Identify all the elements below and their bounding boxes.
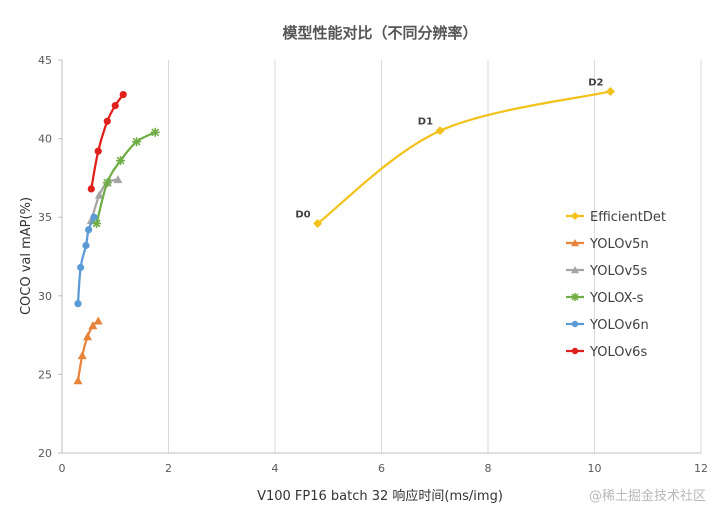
data-point — [150, 127, 160, 137]
y-tick-label: 25 — [38, 368, 52, 381]
x-tick-label: 12 — [694, 462, 708, 475]
x-tick-label: 8 — [485, 462, 492, 475]
point-label: D2 — [588, 77, 603, 88]
series-yolox-s — [92, 127, 160, 228]
legend: EfficientDet YOLOv5n YOLOv5s YOLOX-s YOLOv6n… — [566, 210, 666, 360]
series-efficientdet: D0 D1 D2 — [295, 77, 615, 228]
axes: 0 2 4 6 8 10 12 20 25 30 35 40 45 — [38, 54, 708, 475]
data-point — [77, 351, 87, 360]
series-yolov6s — [87, 90, 127, 193]
data-point — [571, 266, 579, 274]
legend-item: YOLOX-s — [566, 291, 644, 306]
data-point — [435, 126, 445, 136]
y-tick-label: 45 — [38, 54, 52, 67]
data-point — [111, 101, 119, 110]
data-point — [73, 376, 83, 385]
legend-label: YOLOv6n — [589, 318, 649, 333]
series: D0 D1 D2 — [73, 77, 615, 385]
y-tick-label: 30 — [38, 290, 52, 303]
legend-item: YOLOv5s — [566, 264, 647, 279]
series-line — [76, 320, 99, 381]
series-line — [95, 131, 156, 224]
x-tick-label: 10 — [588, 462, 602, 475]
data-point — [119, 90, 127, 99]
legend-label: EfficientDet — [590, 210, 666, 225]
y-tick-label: 35 — [38, 211, 52, 224]
point-label: D0 — [295, 209, 310, 220]
data-point — [313, 218, 323, 228]
data-point — [74, 300, 82, 308]
data-point — [571, 347, 579, 355]
data-point — [94, 190, 104, 199]
data-point — [92, 218, 102, 228]
x-tick-label: 4 — [272, 462, 279, 475]
data-point — [83, 332, 93, 341]
data-point — [87, 185, 95, 193]
data-point — [113, 174, 123, 184]
series-yolov5n — [73, 316, 103, 385]
data-point — [77, 263, 85, 272]
data-point — [102, 178, 112, 188]
data-point — [605, 86, 615, 96]
series-line — [90, 93, 125, 190]
chart-title: 模型性能对比（不同分辨率） — [282, 24, 477, 42]
data-point — [571, 212, 579, 220]
legend-label: YOLOX-s — [589, 291, 644, 306]
data-point — [82, 241, 90, 250]
x-axis-label: V100 FP16 batch 32 响应时间(ms/img) — [257, 488, 503, 504]
data-point — [88, 321, 98, 330]
data-point — [103, 117, 111, 125]
data-point — [90, 213, 98, 221]
data-point — [571, 239, 579, 247]
y-axis-label: COCO val mAP(%) — [19, 197, 34, 315]
watermark: @稀土掘金技术社区 — [589, 488, 706, 504]
legend-item: YOLOv6s — [566, 345, 647, 360]
series-yolov6n — [74, 213, 98, 308]
legend-item: YOLOv6n — [566, 318, 649, 333]
series-line — [90, 178, 119, 221]
legend-label: YOLOv5n — [589, 237, 649, 252]
data-point — [132, 137, 142, 147]
x-tick-label: 0 — [59, 462, 66, 475]
legend-item: EfficientDet — [566, 210, 666, 225]
legend-label: YOLOv5s — [589, 264, 647, 279]
series-line — [316, 90, 611, 225]
legend-item: YOLOv5n — [566, 237, 649, 252]
legend-label: YOLOv6s — [589, 345, 647, 360]
data-point — [571, 320, 579, 328]
data-point — [86, 215, 96, 224]
data-point — [94, 147, 102, 155]
data-point — [571, 293, 579, 301]
x-tick-label: 6 — [378, 462, 385, 475]
y-tick-label: 20 — [38, 447, 52, 460]
point-label: D1 — [418, 117, 433, 128]
x-tick-label: 2 — [165, 462, 172, 475]
y-tick-label: 40 — [38, 133, 52, 146]
data-point — [85, 226, 93, 234]
data-point — [116, 156, 126, 166]
grid — [168, 60, 702, 453]
data-point — [93, 316, 103, 325]
